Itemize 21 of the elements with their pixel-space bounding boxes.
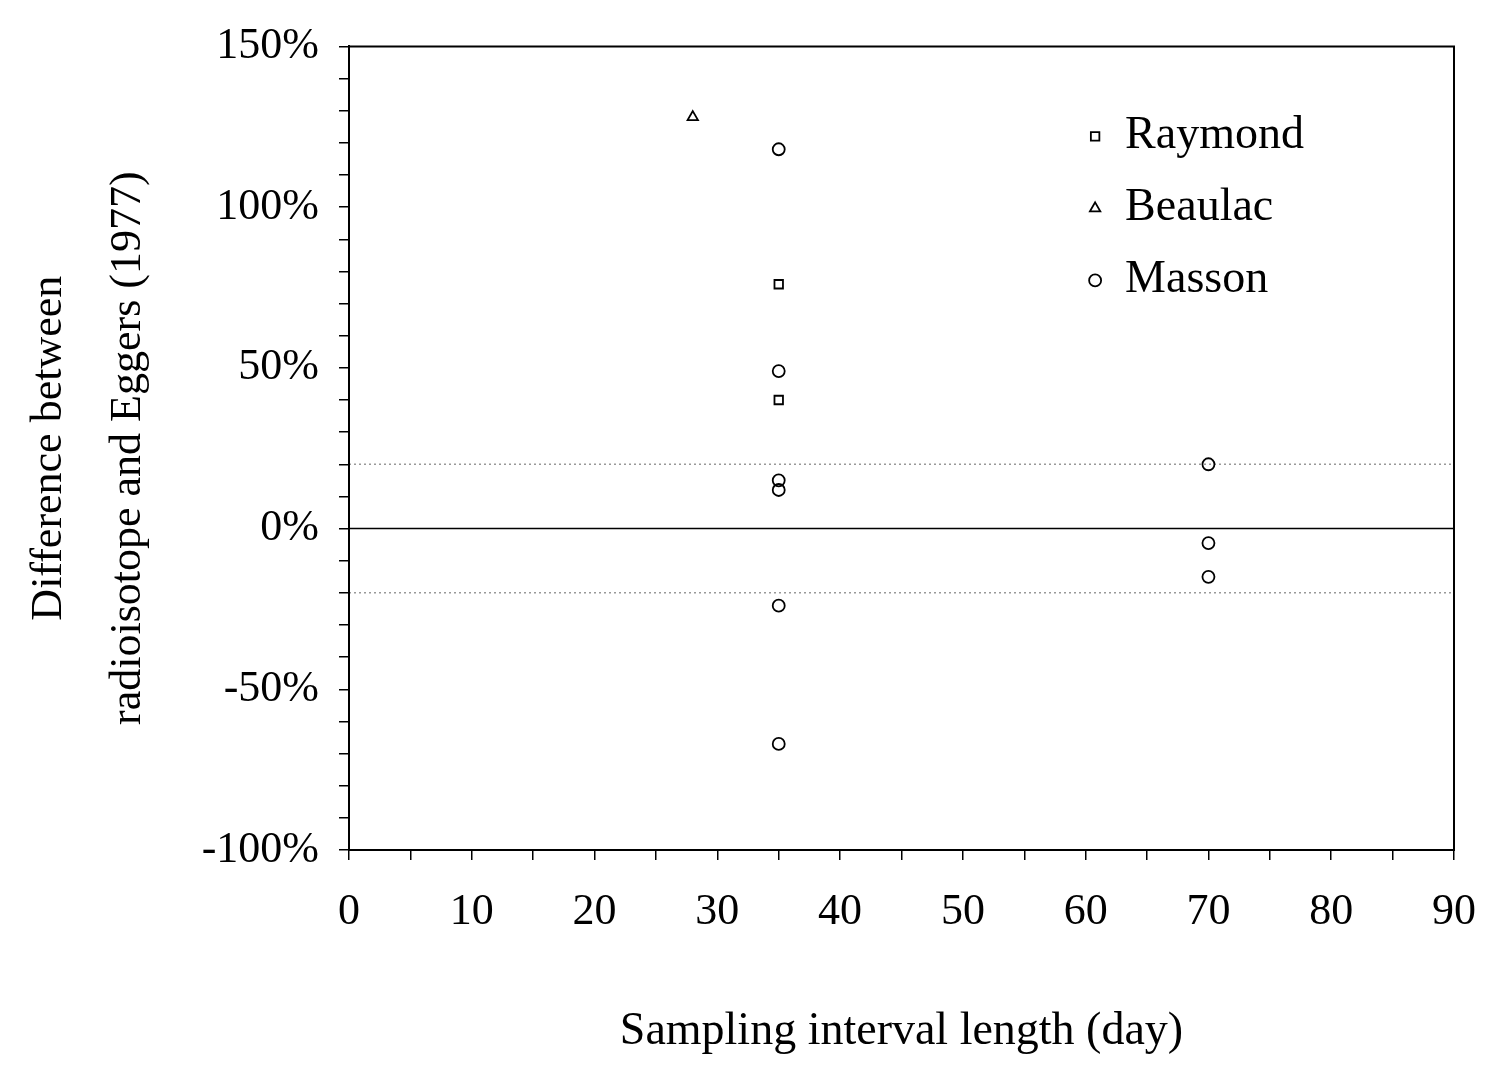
- x-tick-label: 20: [572, 884, 617, 934]
- y-axis-title: Difference between radioisotope and Eggers (1977): [22, 171, 151, 725]
- legend-label: Raymond: [1125, 107, 1305, 159]
- x-tick-label: 10: [449, 884, 494, 934]
- legend-label: Masson: [1125, 251, 1269, 303]
- x-tick-label: 50: [940, 884, 985, 934]
- legend-label: Beaulac: [1125, 179, 1274, 231]
- y-tick-label: -100%: [201, 822, 319, 872]
- x-tick-label: 70: [1186, 884, 1231, 934]
- x-tick-label: 30: [695, 884, 740, 934]
- y-tick-label: 50%: [238, 340, 319, 390]
- x-tick-label: 0: [338, 884, 360, 934]
- y-tick-label: -50%: [223, 661, 319, 711]
- y-tick-label: 150%: [216, 18, 319, 68]
- x-tick-label: 90: [1432, 884, 1476, 934]
- x-tick-label: 40: [818, 884, 863, 934]
- y-tick-label: 0%: [260, 501, 319, 551]
- x-tick-label: 60: [1063, 884, 1108, 934]
- x-tick-label: 80: [1309, 884, 1354, 934]
- x-axis-title: Sampling interval length (day): [619, 1003, 1184, 1055]
- y-tick-label: 100%: [216, 179, 319, 229]
